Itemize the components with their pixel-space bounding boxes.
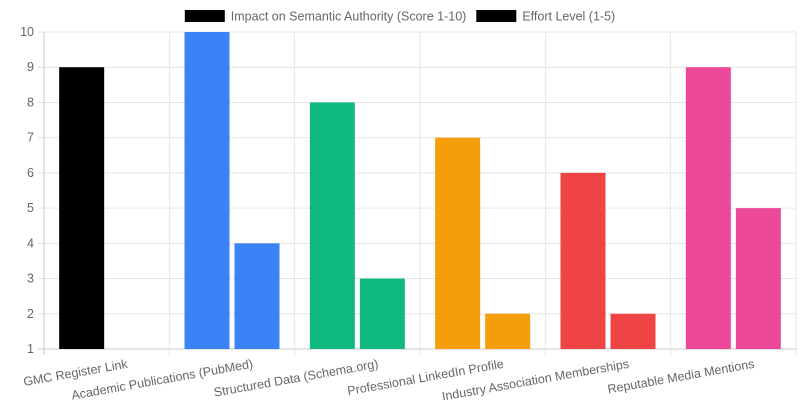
legend: Impact on Semantic Authority (Score 1-10… [184,10,615,24]
legend-label[interactable]: Effort Level (1-5) [522,10,615,24]
grid-lines [38,31,797,355]
bar-effort-3 [485,313,531,349]
y-tick-label: 10 [20,25,34,39]
legend-swatch[interactable] [184,10,225,22]
legend-swatch[interactable] [476,10,517,22]
bar-impact-3 [435,137,481,349]
y-tick-label: 3 [27,272,34,286]
bar-effort-2 [359,278,405,349]
bars [59,32,781,349]
bar-effort-5 [735,208,781,349]
legend-label[interactable]: Impact on Semantic Authority (Score 1-10… [231,10,467,24]
y-tick-label: 8 [27,95,34,109]
y-tick-label: 1 [27,342,34,356]
x-tick-label: Reputable Media Mentions [607,357,756,397]
y-tick-label: 9 [27,60,34,74]
y-tick-label: 7 [27,131,34,145]
y-tick-label: 6 [27,166,34,180]
bar-impact-5 [685,67,731,349]
bar-effort-1 [234,243,280,349]
bar-impact-1 [184,32,230,349]
y-tick-label: 4 [27,236,34,250]
bar-impact-2 [309,102,355,349]
y-tick-label: 5 [27,201,34,215]
bar-impact-0 [59,67,105,349]
y-tick-label: 2 [27,307,34,321]
bar-effort-4 [610,313,656,349]
y-axis: 1 2 3 4 5 6 7 8 9 10 [20,25,34,356]
bar-impact-4 [560,172,606,349]
